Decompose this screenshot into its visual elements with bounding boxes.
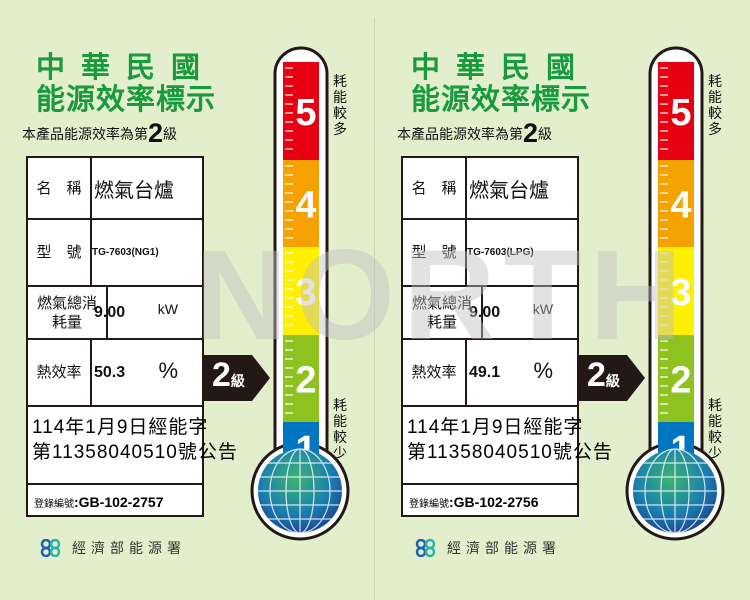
grade-number: 2 bbox=[523, 118, 539, 148]
unit-kw: kW bbox=[532, 301, 553, 317]
value-registration: :GB-102-2756 bbox=[449, 494, 539, 510]
spec-table: 名 稱 燃氣台爐 型 號 TG-7603(NG1) 燃氣總消耗量 9.00 kW … bbox=[26, 156, 238, 517]
value-registration: :GB-102-2757 bbox=[74, 494, 164, 510]
label-model: 型 號 bbox=[28, 220, 92, 285]
announcement-line2: 第11358040510號公告 bbox=[32, 442, 238, 463]
value-efficiency: 49.1 bbox=[469, 363, 501, 381]
row-registration: 登錄編號:GB-102-2756 bbox=[403, 485, 577, 517]
agency-logo-icon bbox=[415, 539, 436, 557]
agency-footer: 經濟部能源署 bbox=[40, 538, 186, 558]
title-line1: 中華民國 bbox=[36, 50, 217, 84]
label-model: 型 號 bbox=[403, 220, 467, 285]
announcement-line1: 114年1月9日經能字 bbox=[32, 417, 209, 438]
scale-number-2: 2 bbox=[295, 360, 316, 402]
value-efficiency: 50.3 bbox=[94, 363, 126, 381]
label-name: 名 稱 bbox=[28, 158, 92, 218]
grade-suffix: 級 bbox=[538, 127, 553, 143]
row-announcement: 114年1月9日經能字第11358040510號公告 bbox=[28, 407, 238, 485]
value-model: TG-7603(NG1) bbox=[92, 247, 159, 258]
row-announcement: 114年1月9日經能字第11358040510號公告 bbox=[403, 407, 613, 485]
announcement-line2: 第11358040510號公告 bbox=[407, 442, 613, 463]
arrow-suffix: 級 bbox=[605, 373, 620, 389]
agency-name: 經濟部能源署 bbox=[72, 541, 186, 557]
arrow-suffix: 級 bbox=[230, 373, 245, 389]
grade-arrow-text: 2級 bbox=[587, 356, 620, 395]
row-model: 型 號 TG-7603(NG1) bbox=[28, 220, 202, 287]
scale-number-4: 4 bbox=[670, 185, 691, 227]
registration: 登錄編號:GB-102-2757 bbox=[34, 494, 164, 510]
arrow-grade: 2 bbox=[212, 356, 231, 394]
row-efficiency: 熱效率 49.1% bbox=[403, 340, 577, 407]
announcement: 114年1月9日經能字第11358040510號公告 bbox=[407, 415, 613, 465]
value-gas: 9.00 bbox=[94, 303, 126, 321]
side-label-more: 耗能較多 bbox=[333, 74, 347, 138]
energy-label-lpg: 中華民國 能源效率標示 本產品能源效率為第2級 名 稱 燃氣台爐 型 號 TG-… bbox=[375, 0, 750, 600]
announcement-line1: 114年1月9日經能字 bbox=[407, 417, 584, 438]
registration: 登錄編號:GB-102-2756 bbox=[409, 494, 539, 510]
agency-footer: 經濟部能源署 bbox=[415, 538, 561, 558]
value-gas: 9.00 bbox=[469, 303, 501, 321]
row-gas: 燃氣總消耗量 9.00 kW bbox=[28, 287, 202, 340]
scale-segment-5 bbox=[658, 62, 694, 160]
unit-kw: kW bbox=[157, 301, 178, 317]
value-eff-wrap: 49.1% bbox=[469, 340, 577, 405]
label-gas: 燃氣總消耗量 bbox=[403, 287, 483, 338]
value-product: 燃氣台爐 bbox=[469, 177, 549, 202]
title-line2: 能源效率標示 bbox=[411, 82, 592, 116]
label-gas: 燃氣總消耗量 bbox=[28, 287, 108, 338]
value-model: TG-7603(LPG) bbox=[467, 247, 534, 258]
scale-number-5: 5 bbox=[295, 92, 316, 134]
row-model: 型 號 TG-7603(LPG) bbox=[403, 220, 577, 287]
grade-suffix: 級 bbox=[163, 127, 178, 143]
energy-label-ng1: 中華民國 能源效率標示 本產品能源效率為第2級 名 稱 燃氣台爐 型 號 TG-… bbox=[22, 46, 350, 558]
row-name: 名 稱 燃氣台爐 bbox=[28, 158, 202, 220]
label-registration: 登錄編號 bbox=[409, 499, 449, 510]
label-registration: 登錄編號 bbox=[34, 499, 74, 510]
scale-number-4: 4 bbox=[295, 185, 316, 227]
row-gas: 燃氣總消耗量 9.00 kW bbox=[403, 287, 577, 340]
grade-prefix: 本產品能源效率為第 bbox=[22, 127, 148, 143]
grade-arrow-text: 2級 bbox=[212, 356, 245, 395]
value-gas-wrap: 9.00 kW bbox=[94, 287, 202, 338]
spec-table: 名 稱 燃氣台爐 型 號 TG-7603(LPG) 燃氣總消耗量 9.00 kW … bbox=[401, 156, 613, 517]
side-label-more: 耗能較多 bbox=[708, 74, 722, 138]
label-efficiency: 熱效率 bbox=[28, 340, 92, 405]
unit-percent: % bbox=[158, 358, 178, 383]
row-registration: 登錄編號:GB-102-2757 bbox=[28, 485, 202, 517]
thermometer: 54321 bbox=[625, 46, 725, 541]
scale-segment-5 bbox=[283, 62, 319, 160]
scale-number-5: 5 bbox=[670, 92, 691, 134]
arrow-grade: 2 bbox=[587, 356, 606, 394]
title-line2: 能源效率標示 bbox=[36, 82, 217, 116]
value-gas-wrap: 9.00 kW bbox=[469, 287, 577, 338]
announcement: 114年1月9日經能字第11358040510號公告 bbox=[32, 415, 238, 465]
scale-number-3: 3 bbox=[295, 272, 316, 314]
label-efficiency: 熱效率 bbox=[403, 340, 467, 405]
unit-percent: % bbox=[533, 358, 553, 383]
grade-prefix: 本產品能源效率為第 bbox=[397, 127, 523, 143]
divider bbox=[374, 18, 375, 600]
side-label-less: 耗能較少 bbox=[333, 398, 347, 462]
label-name: 名 稱 bbox=[403, 158, 467, 218]
side-label-less: 耗能較少 bbox=[708, 398, 722, 462]
value-eff-wrap: 50.3% bbox=[94, 340, 202, 405]
thermometer: 54321 bbox=[250, 46, 350, 541]
value-product: 燃氣台爐 bbox=[94, 177, 174, 202]
agency-logo-icon bbox=[40, 539, 61, 557]
row-name: 名 稱 燃氣台爐 bbox=[403, 158, 577, 220]
grade-sentence: 本產品能源效率為第2級 bbox=[397, 118, 552, 149]
scale-number-2: 2 bbox=[670, 360, 691, 402]
agency-name: 經濟部能源署 bbox=[447, 541, 561, 557]
grade-number: 2 bbox=[148, 118, 164, 148]
title-line1: 中華民國 bbox=[411, 50, 592, 84]
grade-arrow bbox=[579, 355, 645, 401]
grade-arrow bbox=[204, 355, 270, 401]
row-efficiency: 熱效率 50.3% bbox=[28, 340, 202, 407]
scale-number-3: 3 bbox=[670, 272, 691, 314]
grade-sentence: 本產品能源效率為第2級 bbox=[22, 118, 177, 149]
